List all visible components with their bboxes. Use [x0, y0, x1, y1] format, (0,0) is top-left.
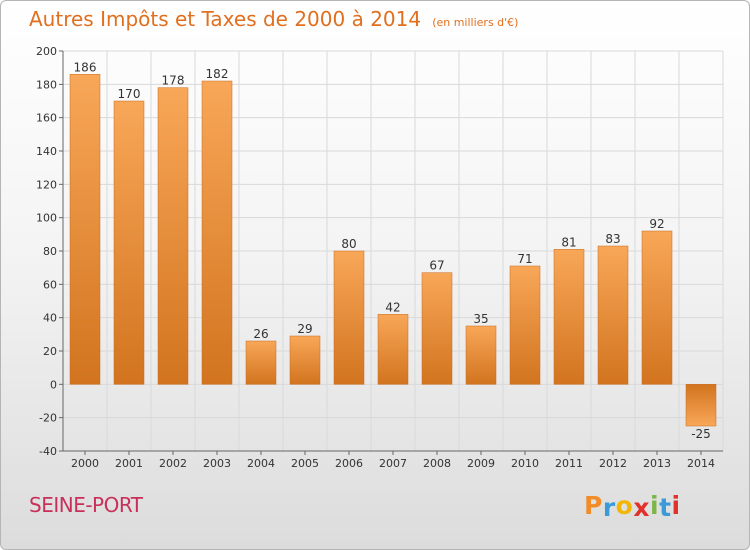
y-tick-label: 20 [43, 345, 57, 358]
y-tick-label: 140 [36, 145, 57, 158]
x-tick-label: 2007 [379, 457, 407, 470]
axes: -40 -20 0 20 40 60 80 100 120 140 160 180 200 2000 200… [36, 45, 723, 470]
x-tick-label: 2006 [335, 457, 363, 470]
chart-unit-note: (en milliers d'€) [432, 16, 519, 29]
data-label: 81 [561, 235, 576, 249]
bar [553, 249, 585, 385]
data-label: -25 [691, 427, 711, 441]
x-tick-label: 2002 [159, 457, 187, 470]
data-label: 182 [206, 67, 229, 81]
x-tick-label: 2011 [555, 457, 583, 470]
bars [69, 74, 717, 427]
bar [377, 314, 409, 385]
x-tick-label: 2008 [423, 457, 451, 470]
y-tick-label: 0 [50, 378, 57, 391]
data-label: 178 [162, 74, 185, 88]
bar [245, 340, 277, 385]
x-tick-label: 2010 [511, 457, 539, 470]
y-tick-label: -40 [39, 445, 57, 458]
x-tick-label: 2012 [599, 457, 627, 470]
bar [421, 272, 453, 385]
x-tick-label: 2009 [467, 457, 495, 470]
bar [69, 74, 101, 385]
logo-letter: P [584, 491, 603, 520]
x-tick-label: 2013 [643, 457, 671, 470]
bar [509, 265, 541, 385]
bar [597, 245, 629, 385]
data-label: 170 [118, 87, 141, 101]
commune-name: SEINE-PORT [29, 493, 143, 517]
x-tick-label: 2014 [687, 457, 715, 470]
logo-letter: r [602, 493, 616, 522]
x-tick-label: 2001 [115, 457, 143, 470]
x-tick-label: 2004 [247, 457, 275, 470]
y-tick-label: 120 [36, 178, 57, 191]
bar [157, 87, 189, 385]
x-tick-label: 2005 [291, 457, 319, 470]
logo-letter: x [633, 493, 650, 522]
logo-letter: t [659, 493, 672, 522]
data-labels: 186 170 178 182 26 29 80 42 67 35 71 81 83 92 -25 [74, 60, 711, 441]
data-label: 35 [473, 312, 488, 326]
bar [465, 325, 497, 385]
bar [113, 100, 145, 385]
logo-letter: i [650, 491, 660, 520]
x-tick-label: 2003 [203, 457, 231, 470]
data-label: 67 [429, 259, 444, 273]
logo-letter: o [615, 491, 634, 520]
data-label: 92 [649, 217, 664, 231]
y-tick-label: -20 [39, 412, 57, 425]
data-label: 26 [253, 327, 268, 341]
data-label: 42 [385, 300, 400, 314]
data-label: 83 [605, 232, 620, 246]
y-tick-label: 160 [36, 112, 57, 125]
bar [333, 250, 365, 385]
y-tick-label: 40 [43, 312, 57, 325]
y-tick-label: 80 [43, 245, 57, 258]
data-label: 29 [297, 322, 312, 336]
chart-title-block: Autres Impôts et Taxes de 2000 à 2014 (e… [29, 7, 518, 31]
x-tick-label: 2000 [71, 457, 99, 470]
bar [685, 384, 717, 427]
y-tick-label: 100 [36, 212, 57, 225]
data-label: 80 [341, 237, 356, 251]
bar [641, 230, 673, 385]
chart-title: Autres Impôts et Taxes de 2000 à 2014 [29, 7, 422, 31]
y-tick-label: 200 [36, 45, 57, 58]
logo-letter: i [671, 491, 681, 520]
bar [201, 80, 233, 385]
y-tick-label: 60 [43, 278, 57, 291]
proxiti-logo[interactable]: Proxiti [584, 491, 681, 522]
bar [289, 335, 321, 385]
y-tick-label: 180 [36, 78, 57, 91]
data-label: 186 [74, 60, 97, 74]
data-label: 71 [517, 252, 532, 266]
